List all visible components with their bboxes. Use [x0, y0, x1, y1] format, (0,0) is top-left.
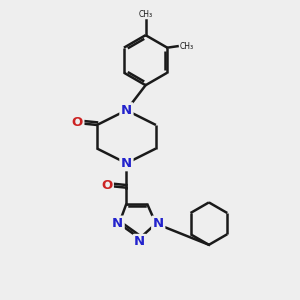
- Text: N: N: [134, 236, 145, 248]
- Text: O: O: [72, 116, 83, 129]
- Text: CH₃: CH₃: [180, 42, 194, 51]
- Text: N: N: [121, 157, 132, 170]
- Text: N: N: [112, 217, 123, 230]
- Text: N: N: [153, 217, 164, 230]
- Text: N: N: [121, 104, 132, 117]
- Text: O: O: [101, 178, 112, 191]
- Text: CH₃: CH₃: [139, 10, 153, 19]
